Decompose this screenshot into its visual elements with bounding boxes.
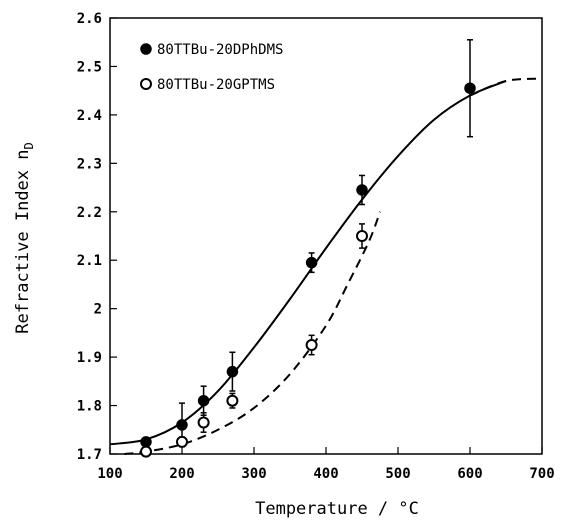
point-open — [197, 416, 210, 429]
y-tick-label: 2.1 — [77, 253, 102, 269]
fit-lines — [109, 77, 543, 455]
point-open — [176, 435, 188, 448]
x-tick-label: 500 — [385, 466, 410, 482]
y-tick-label: 2.2 — [77, 205, 102, 221]
legend-label-gptms: 80TTBu-20GPTMS — [157, 77, 275, 93]
y-axis-title: Refractive Index nD — [13, 142, 36, 333]
legend-marker-dphdms — [140, 43, 152, 55]
legend: 80TTBu-20DPhDMS 80TTBu-20GPTMS — [140, 42, 283, 93]
point-open — [226, 394, 239, 407]
point-open — [305, 339, 318, 351]
y-tick-label: 2.3 — [77, 156, 102, 172]
y-tick-label: 2.6 — [77, 11, 102, 27]
point-filled — [464, 82, 476, 94]
x-tick-label: 200 — [169, 466, 194, 482]
y-tick-label: 1.8 — [77, 399, 102, 415]
point-filled — [197, 394, 210, 407]
legend-label-dphdms: 80TTBu-20DPhDMS — [157, 42, 283, 58]
axis-ticks — [109, 17, 543, 455]
y-tick-label: 2.4 — [77, 108, 102, 124]
point-filled — [305, 256, 318, 269]
point-filled — [226, 365, 239, 378]
point-filled — [140, 436, 152, 448]
fit-line-1 — [124, 211, 381, 455]
x-tick-label: 300 — [241, 466, 266, 482]
y-axis-title-subscript: D — [22, 142, 36, 149]
fit-line-extension-0 — [469, 77, 543, 97]
error-bars — [143, 39, 473, 455]
point-open — [356, 230, 368, 242]
legend-marker-gptms — [140, 78, 152, 90]
x-tick-label: 600 — [457, 466, 482, 482]
x-tick-labels: 100 200 300 400 500 600 700 — [97, 466, 554, 482]
x-tick-label: 100 — [97, 466, 122, 482]
y-tick-label: 2 — [94, 302, 102, 318]
y-tick-label: 1.7 — [77, 447, 102, 463]
y-axis-title-main: Refractive Index n — [13, 150, 33, 334]
x-tick-label: 400 — [313, 466, 338, 482]
y-tick-labels: 1.7 1.8 1.9 2 2.1 2.2 2.3 2.4 2.5 2.6 — [77, 11, 102, 463]
point-filled — [356, 184, 368, 196]
x-axis-title: Temperature / °C — [255, 499, 419, 519]
point-open — [140, 445, 152, 458]
point-filled — [176, 419, 188, 431]
y-tick-label: 1.9 — [77, 350, 102, 366]
x-tick-label: 700 — [529, 466, 554, 482]
y-tick-label: 2.5 — [77, 59, 102, 75]
data-markers — [140, 82, 476, 458]
